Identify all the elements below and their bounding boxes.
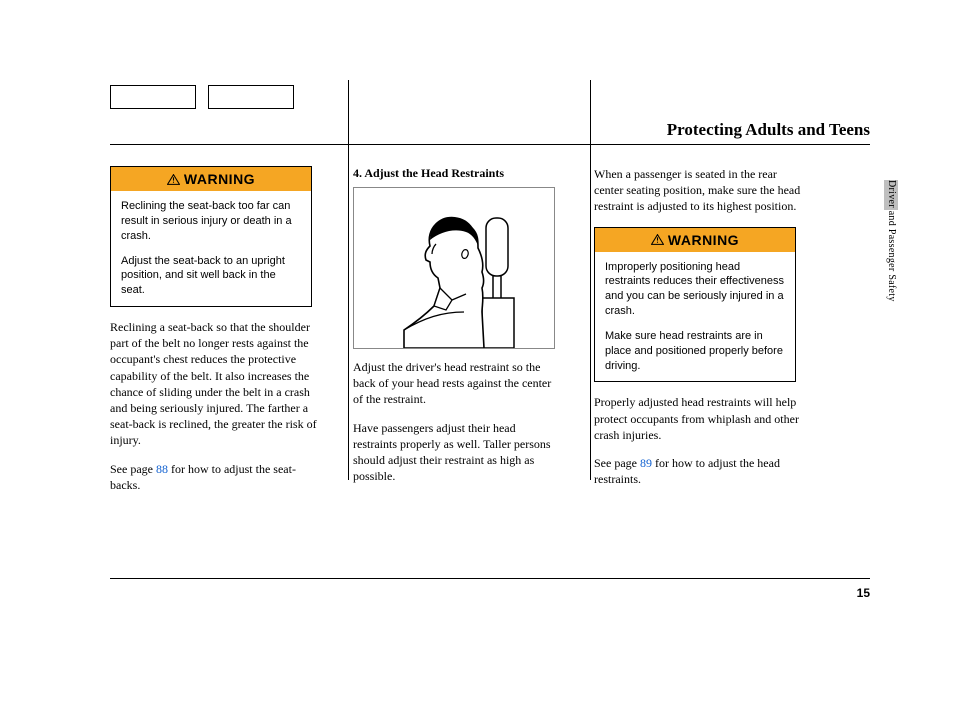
- body-text: When a passenger is seated in the rear c…: [594, 166, 804, 215]
- warning-header: WARNING: [595, 228, 795, 252]
- body-text: Adjust the driver's head restraint so th…: [353, 359, 558, 408]
- head-restraint-figure: [353, 187, 555, 349]
- warning-triangle-icon: [651, 234, 664, 245]
- warning-text-1: Improperly positioning head restraints r…: [605, 260, 785, 319]
- column-3: When a passenger is seated in the rear c…: [594, 166, 819, 505]
- page-ref-link[interactable]: 88: [156, 462, 168, 476]
- column-2: 4. Adjust the Head Restraints: [353, 166, 576, 505]
- warning-body: Improperly positioning head restraints r…: [595, 252, 795, 382]
- page-ref-link[interactable]: 89: [640, 456, 652, 470]
- body-text: Have passengers adjust their head restra…: [353, 420, 558, 485]
- warning-box-seatback: WARNING Reclining the seat-back too far …: [110, 166, 312, 307]
- ref-pre: See page: [594, 456, 640, 470]
- body-text: Properly adjusted head restraints will h…: [594, 394, 804, 443]
- warning-label: WARNING: [668, 232, 739, 248]
- body-text: Reclining a seat-back so that the should…: [110, 319, 320, 449]
- warning-triangle-icon: [167, 174, 180, 185]
- columns: WARNING Reclining the seat-back too far …: [110, 166, 870, 505]
- column-divider-2: [590, 80, 591, 480]
- warning-text-2: Make sure head restraints are in place a…: [605, 329, 785, 374]
- head-restraint-illustration: [354, 188, 554, 348]
- column-divider-1: [348, 80, 349, 480]
- page-number: 15: [857, 586, 870, 600]
- page-reference: See page 89 for how to adjust the head r…: [594, 455, 804, 487]
- page-reference: See page 88 for how to adjust the seat-b…: [110, 461, 320, 493]
- page-content: Protecting Adults and Teens WARNING Recl…: [110, 80, 870, 530]
- warning-label: WARNING: [184, 171, 255, 187]
- footer-rule: [110, 578, 870, 579]
- warning-text-2: Adjust the seat-back to an upright posit…: [121, 254, 301, 299]
- column-1: WARNING Reclining the seat-back too far …: [110, 166, 335, 505]
- side-section-label: Driver and Passenger Safety: [886, 180, 897, 302]
- warning-body: Reclining the seat-back too far can resu…: [111, 191, 311, 306]
- warning-header: WARNING: [111, 167, 311, 191]
- section-heading: 4. Adjust the Head Restraints: [353, 166, 576, 181]
- warning-text-1: Reclining the seat-back too far can resu…: [121, 199, 301, 244]
- warning-box-headrest: WARNING Improperly positioning head rest…: [594, 227, 796, 383]
- ref-pre: See page: [110, 462, 156, 476]
